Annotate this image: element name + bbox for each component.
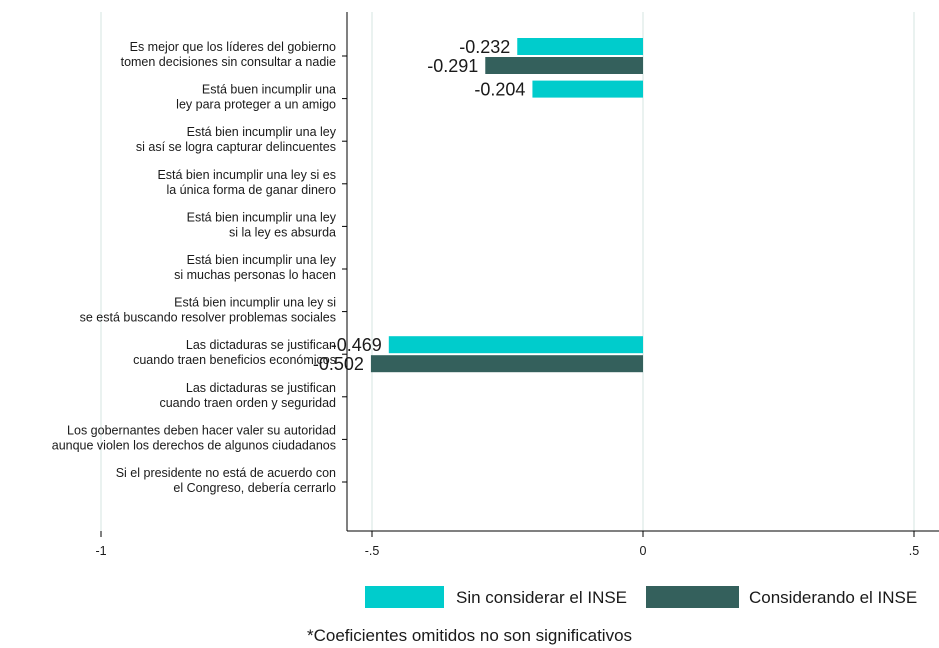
category-label: Está bien incumplir una ley si se está bu… <box>80 296 336 325</box>
bar-sin-inse <box>532 80 643 98</box>
data-label: -0.232 <box>459 37 510 57</box>
category-label-line: se está buscando resolver problemas soci… <box>80 311 336 325</box>
label-layer: Es mejor que los líderes del gobierno tom… <box>52 37 526 495</box>
category-label-line: si así se logra capturar delincuentes <box>136 140 336 154</box>
category-label: Las dictaduras se justifican cuando traen… <box>159 381 336 410</box>
category-label-line: Los gobernantes deben hacer valer su aut… <box>67 423 336 437</box>
legend: Sin considerar el INSE Considerando el IN… <box>365 586 917 608</box>
x-tick-label: 0 <box>640 544 647 558</box>
category-label-line: Está bien incumplir una ley <box>187 125 337 139</box>
x-tick-label: .5 <box>909 544 919 558</box>
category-label: Es mejor que los líderes del gobierno tom… <box>121 40 336 69</box>
category-label-line: Si el presidente no está de acuerdo con <box>116 466 336 480</box>
category-label-line: si muchas personas lo hacen <box>174 268 336 282</box>
category-label: Las dictaduras se justifican cuando traen… <box>133 338 336 367</box>
category-label-line: Es mejor que los líderes del gobierno <box>130 40 336 54</box>
category-label-line: el Congreso, debería cerrarlo <box>173 481 336 495</box>
category-label-line: si la ley es absurda <box>229 225 336 239</box>
bar-layer <box>370 38 643 373</box>
bar-con-inse <box>370 355 643 373</box>
x-tick-label: -.5 <box>365 544 380 558</box>
category-label-line: Está bien incumplir una ley si es <box>157 168 336 182</box>
data-label: -0.502 <box>313 354 364 374</box>
category-label-line: cuando traen beneficios económicos <box>133 353 336 367</box>
legend-swatch <box>365 586 444 608</box>
axis-layer: -1-.50.51 <box>95 12 939 558</box>
legend-swatch <box>646 586 739 608</box>
category-label-line: Está bien incumplir una ley <box>187 253 337 267</box>
category-label-line: Las dictaduras se justifican <box>186 381 336 395</box>
category-label-line: Está bien incumplir una ley si <box>174 296 336 310</box>
x-tick-label: -1 <box>95 544 106 558</box>
data-label: -0.204 <box>474 80 525 100</box>
data-label: -0.469 <box>331 335 382 355</box>
bar-sin-inse <box>517 38 643 55</box>
category-label-line: Está bien incumplir una ley <box>187 210 337 224</box>
category-label: Está bien incumplir una ley si la ley es … <box>187 210 337 239</box>
category-label-line: tomen decisiones sin consultar a nadie <box>121 55 336 69</box>
category-label-line: ley para proteger a un amigo <box>176 98 336 112</box>
category-label-line: aunque violen los derechos de algunos ci… <box>52 438 336 452</box>
bar-sin-inse <box>388 336 643 354</box>
footnote: *Coeficientes omitidos no son significat… <box>306 626 633 645</box>
category-label-line: la única forma de ganar dinero <box>166 183 336 197</box>
category-label-line: Las dictaduras se justifican <box>186 338 336 352</box>
category-label-line: Está buen incumplir una <box>202 83 336 97</box>
category-label: Si el presidente no está de acuerdo con e… <box>116 466 336 495</box>
data-label: -0.291 <box>427 56 478 76</box>
bar-con-inse <box>485 57 643 74</box>
category-label: Está buen incumplir una ley para proteger… <box>176 83 336 112</box>
category-label: Está bien incumplir una ley si es la únic… <box>157 168 336 197</box>
category-label-line: cuando traen orden y seguridad <box>159 396 336 410</box>
chart: -1-.50.51 Es mejor que los líderes del g… <box>52 12 939 608</box>
category-label: Está bien incumplir una ley si así se log… <box>136 125 337 154</box>
legend-label: Sin considerar el INSE <box>456 588 627 607</box>
category-label: Los gobernantes deben hacer valer su aut… <box>52 423 336 452</box>
legend-label: Considerando el INSE <box>749 588 917 607</box>
category-label: Está bien incumplir una ley si muchas per… <box>174 253 337 282</box>
grid-layer <box>100 12 915 531</box>
